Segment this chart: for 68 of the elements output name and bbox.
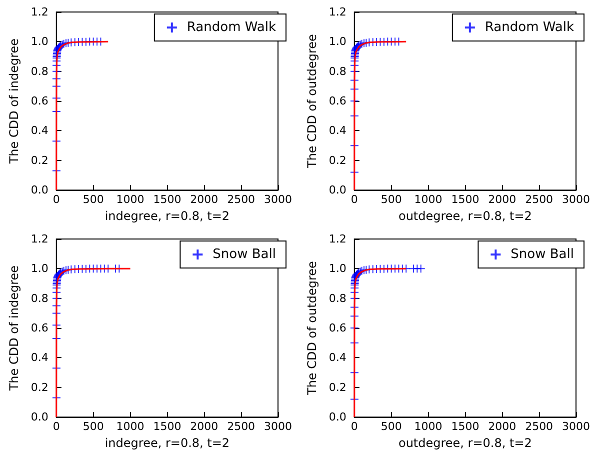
x-tick-label: 2000 bbox=[190, 420, 218, 434]
x-tick-label: 0 bbox=[52, 193, 60, 206]
y-tick-label: 0.6 bbox=[328, 322, 346, 335]
x-tick-label: 3000 bbox=[562, 193, 590, 206]
y-tick-label: 1.0 bbox=[328, 262, 346, 276]
x-tick-label: 2000 bbox=[488, 420, 516, 434]
x-axis-title: indegree, r=0.8, t=2 bbox=[104, 436, 230, 450]
y-tick-label: 0.2 bbox=[328, 380, 346, 394]
x-tick-label: 500 bbox=[380, 193, 402, 206]
y-tick-label: 1.0 bbox=[328, 35, 346, 48]
y-tick-label: 0.0 bbox=[30, 410, 48, 424]
y-tick-label: 0.0 bbox=[30, 184, 48, 197]
y-tick-label: 1.0 bbox=[30, 262, 48, 276]
y-tick-label: 0.0 bbox=[328, 184, 346, 197]
y-axis-title: The CDD of indegree bbox=[7, 38, 21, 165]
y-tick-label: 0.2 bbox=[30, 380, 48, 394]
y-axis-title: The CDD of indegree bbox=[7, 265, 21, 392]
x-tick-label: 500 bbox=[380, 420, 402, 434]
x-tick-label: 0 bbox=[350, 420, 358, 434]
x-tick-label: 2500 bbox=[227, 193, 256, 206]
x-tick-label: 0 bbox=[52, 420, 60, 434]
x-axis-title: outdegree, r=0.8, t=2 bbox=[398, 209, 532, 223]
legend-label: Random Walk bbox=[186, 20, 276, 35]
x-tick-label: 1000 bbox=[116, 420, 144, 434]
x-tick-label: 3000 bbox=[264, 420, 292, 434]
x-tick-label: 2500 bbox=[525, 420, 554, 434]
x-tick-label: 2500 bbox=[525, 193, 554, 206]
y-tick-label: 0.4 bbox=[328, 351, 346, 364]
y-tick-label: 0.4 bbox=[328, 124, 346, 138]
x-tick-label: 1500 bbox=[451, 420, 480, 434]
y-tick-label: 0.8 bbox=[30, 292, 48, 305]
legend-label: Random Walk bbox=[484, 20, 574, 35]
y-tick-label: 0.6 bbox=[30, 322, 48, 335]
y-tick-label: 0.4 bbox=[30, 351, 48, 364]
x-tick-label: 1500 bbox=[153, 193, 182, 206]
y-tick-label: 0.8 bbox=[328, 292, 346, 305]
y-tick-label: 1.2 bbox=[30, 6, 48, 18]
x-tick-label: 1000 bbox=[414, 420, 442, 434]
y-tick-label: 1.0 bbox=[30, 35, 48, 48]
x-axis-title: indegree, r=0.8, t=2 bbox=[104, 209, 230, 223]
x-tick-label: 0 bbox=[350, 193, 358, 206]
legend-label: Snow Ball bbox=[212, 247, 276, 262]
y-axis-title: The CDD of outdegree bbox=[305, 34, 319, 170]
x-tick-label: 500 bbox=[82, 420, 104, 434]
x-tick-label: 1000 bbox=[116, 193, 144, 206]
y-tick-label: 0.2 bbox=[328, 154, 346, 167]
y-tick-label: 1.2 bbox=[30, 232, 48, 246]
y-tick-label: 1.2 bbox=[328, 232, 346, 246]
y-tick-label: 0.8 bbox=[328, 64, 346, 78]
y-tick-label: 1.2 bbox=[328, 6, 346, 18]
x-tick-label: 2500 bbox=[227, 420, 256, 434]
y-tick-label: 0.6 bbox=[30, 94, 48, 108]
y-axis-title: The CDD of outdegree bbox=[305, 261, 319, 396]
x-tick-label: 1500 bbox=[153, 420, 182, 434]
x-tick-label: 1000 bbox=[414, 193, 442, 206]
y-tick-label: 0.6 bbox=[328, 94, 346, 108]
y-tick-label: 0.0 bbox=[328, 410, 346, 424]
x-axis-title: outdegree, r=0.8, t=2 bbox=[398, 436, 532, 450]
x-tick-label: 3000 bbox=[264, 193, 292, 206]
y-tick-label: 0.2 bbox=[30, 154, 48, 167]
x-tick-label: 1500 bbox=[451, 193, 480, 206]
x-tick-label: 2000 bbox=[190, 193, 218, 206]
x-tick-label: 3000 bbox=[562, 420, 590, 434]
y-tick-label: 0.8 bbox=[30, 64, 48, 78]
y-tick-label: 0.4 bbox=[30, 124, 48, 138]
legend-label: Snow Ball bbox=[510, 247, 574, 262]
x-tick-label: 2000 bbox=[488, 193, 516, 206]
x-tick-label: 500 bbox=[82, 193, 104, 206]
